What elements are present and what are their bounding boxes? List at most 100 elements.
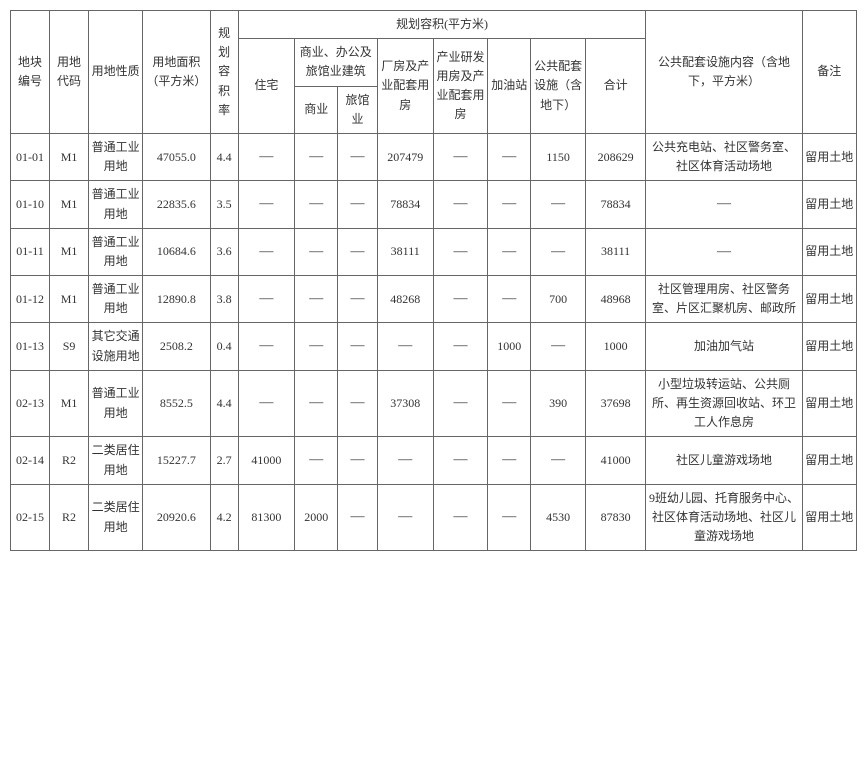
header-land-nature: 用地性质 xyxy=(89,11,143,134)
cell-remark: 留用土地 xyxy=(802,370,856,437)
cell-commercial: — xyxy=(295,323,338,370)
cell-land_nature: 二类居住用地 xyxy=(89,437,143,484)
cell-factory: 38111 xyxy=(377,228,433,275)
table-row: 01-11M1普通工业用地10684.63.6———38111———38111—… xyxy=(11,228,857,275)
cell-land_area: 47055.0 xyxy=(143,133,210,180)
cell-total: 1000 xyxy=(585,323,646,370)
cell-hotel: — xyxy=(338,437,377,484)
cell-remark: 留用土地 xyxy=(802,133,856,180)
cell-public_content: 加油加气站 xyxy=(646,323,802,370)
cell-land_area: 15227.7 xyxy=(143,437,210,484)
cell-commercial: — xyxy=(295,228,338,275)
cell-residential: — xyxy=(238,228,294,275)
cell-factory: 207479 xyxy=(377,133,433,180)
table-row: 02-15R2二类居住用地20920.64.2813002000————4530… xyxy=(11,484,857,551)
cell-residential: — xyxy=(238,276,294,323)
cell-land_nature: 普通工业用地 xyxy=(89,276,143,323)
cell-factory: — xyxy=(377,323,433,370)
cell-residential: — xyxy=(238,133,294,180)
cell-commercial: — xyxy=(295,276,338,323)
cell-land_area: 22835.6 xyxy=(143,181,210,228)
header-residential: 住宅 xyxy=(238,39,294,134)
cell-plot_no: 01-11 xyxy=(11,228,50,275)
cell-land_nature: 二类居住用地 xyxy=(89,484,143,551)
cell-total: 41000 xyxy=(585,437,646,484)
cell-hotel: — xyxy=(338,228,377,275)
cell-total: 208629 xyxy=(585,133,646,180)
cell-rnd: — xyxy=(433,437,487,484)
cell-far: 4.2 xyxy=(210,484,238,551)
cell-far: 3.5 xyxy=(210,181,238,228)
cell-remark: 留用土地 xyxy=(802,228,856,275)
cell-public_fac: — xyxy=(531,228,585,275)
cell-residential: — xyxy=(238,370,294,437)
cell-public_content: 社区儿童游戏场地 xyxy=(646,437,802,484)
cell-public_fac: — xyxy=(531,323,585,370)
cell-gas: — xyxy=(488,276,531,323)
cell-commercial: 2000 xyxy=(295,484,338,551)
cell-hotel: — xyxy=(338,181,377,228)
cell-land_code: M1 xyxy=(50,228,89,275)
cell-public_content: — xyxy=(646,228,802,275)
cell-total: 87830 xyxy=(585,484,646,551)
cell-land_code: M1 xyxy=(50,276,89,323)
header-public-fac: 公共配套设施（含地下） xyxy=(531,39,585,134)
table-body: 01-01M1普通工业用地47055.04.4———207479——115020… xyxy=(11,133,857,550)
cell-rnd: — xyxy=(433,370,487,437)
cell-factory: 78834 xyxy=(377,181,433,228)
cell-public_fac: 4530 xyxy=(531,484,585,551)
cell-commercial: — xyxy=(295,181,338,228)
table-row: 01-10M1普通工业用地22835.63.5———78834———78834—… xyxy=(11,181,857,228)
cell-land_nature: 普通工业用地 xyxy=(89,133,143,180)
cell-commercial: — xyxy=(295,370,338,437)
cell-rnd: — xyxy=(433,484,487,551)
cell-land_area: 12890.8 xyxy=(143,276,210,323)
cell-hotel: — xyxy=(338,133,377,180)
cell-plot_no: 02-13 xyxy=(11,370,50,437)
cell-far: 3.8 xyxy=(210,276,238,323)
cell-factory: 48268 xyxy=(377,276,433,323)
cell-plot_no: 01-10 xyxy=(11,181,50,228)
cell-far: 0.4 xyxy=(210,323,238,370)
cell-gas: — xyxy=(488,370,531,437)
header-far: 规划容积率 xyxy=(210,11,238,134)
cell-land_area: 8552.5 xyxy=(143,370,210,437)
table-row: 02-13M1普通工业用地8552.54.4———37308——39037698… xyxy=(11,370,857,437)
cell-hotel: — xyxy=(338,323,377,370)
cell-public_content: 公共充电站、社区警务室、社区体育活动场地 xyxy=(646,133,802,180)
cell-commercial: — xyxy=(295,437,338,484)
cell-gas: — xyxy=(488,437,531,484)
cell-land_nature: 其它交通设施用地 xyxy=(89,323,143,370)
header-land-area: 用地面积（平方米） xyxy=(143,11,210,134)
cell-remark: 留用土地 xyxy=(802,437,856,484)
cell-plot_no: 02-15 xyxy=(11,484,50,551)
cell-land_nature: 普通工业用地 xyxy=(89,181,143,228)
cell-far: 4.4 xyxy=(210,370,238,437)
header-planned-area-group: 规划容积(平方米) xyxy=(238,11,646,39)
table-row: 02-14R2二类居住用地15227.72.741000——————41000社… xyxy=(11,437,857,484)
cell-hotel: — xyxy=(338,484,377,551)
cell-hotel: — xyxy=(338,276,377,323)
cell-total: 38111 xyxy=(585,228,646,275)
cell-hotel: — xyxy=(338,370,377,437)
cell-public_fac: — xyxy=(531,437,585,484)
header-total: 合计 xyxy=(585,39,646,134)
cell-public_content: 社区管理用房、社区警务室、片区汇聚机房、邮政所 xyxy=(646,276,802,323)
cell-gas: — xyxy=(488,228,531,275)
cell-land_code: R2 xyxy=(50,484,89,551)
cell-rnd: — xyxy=(433,323,487,370)
cell-rnd: — xyxy=(433,181,487,228)
header-land-code: 用地代码 xyxy=(50,11,89,134)
table-row: 01-01M1普通工业用地47055.04.4———207479——115020… xyxy=(11,133,857,180)
cell-land_code: M1 xyxy=(50,370,89,437)
cell-public_content: 小型垃圾转运站、公共厕所、再生资源回收站、环卫工人作息房 xyxy=(646,370,802,437)
cell-factory: — xyxy=(377,484,433,551)
cell-land_nature: 普通工业用地 xyxy=(89,370,143,437)
land-planning-table: 地块编号 用地代码 用地性质 用地面积（平方米） 规划容积率 规划容积(平方米)… xyxy=(10,10,857,551)
header-hotel: 旅馆业 xyxy=(338,86,377,133)
cell-gas: — xyxy=(488,133,531,180)
cell-remark: 留用土地 xyxy=(802,484,856,551)
table-row: 01-12M1普通工业用地12890.83.8———48268——7004896… xyxy=(11,276,857,323)
cell-remark: 留用土地 xyxy=(802,276,856,323)
cell-total: 48968 xyxy=(585,276,646,323)
